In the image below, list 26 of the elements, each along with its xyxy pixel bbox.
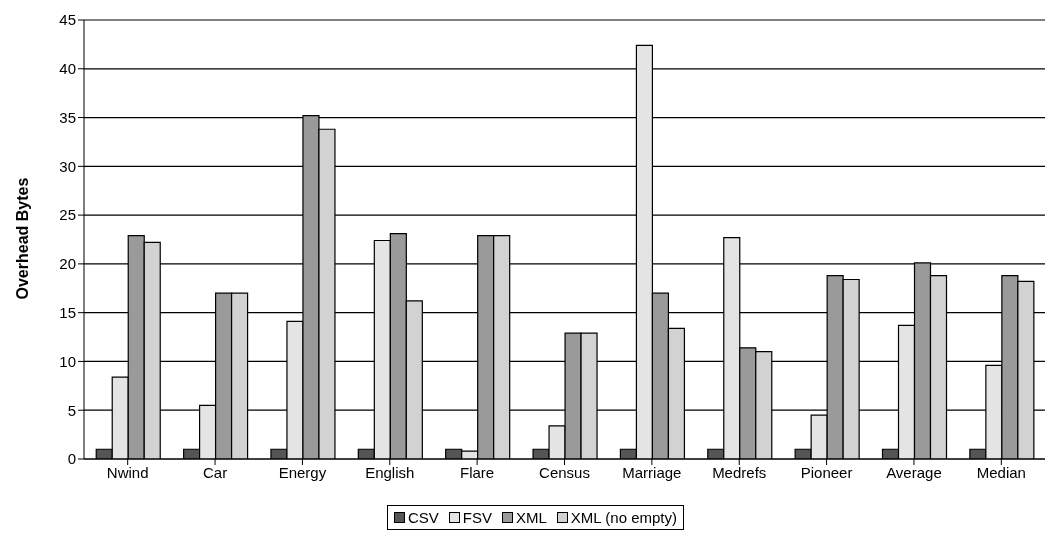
y-tick-label: 10 bbox=[59, 352, 76, 370]
y-axis-title: Overhead Bytes bbox=[13, 177, 31, 300]
x-tick-label: Energy bbox=[278, 463, 327, 481]
x-tick-label: Medrefs bbox=[712, 463, 767, 481]
x-tick-label: English bbox=[365, 463, 415, 481]
x-tick-label: Pioneer bbox=[800, 463, 853, 481]
y-tick-label: 0 bbox=[67, 450, 76, 468]
y-tick-label: 40 bbox=[59, 60, 76, 78]
legend-label: XML bbox=[516, 509, 547, 526]
y-tick-label: 15 bbox=[59, 303, 76, 321]
x-tick-label: Car bbox=[202, 463, 228, 481]
y-tick-label: 25 bbox=[59, 206, 76, 224]
legend-label: XML (no empty) bbox=[570, 509, 678, 526]
legend-label: FSV bbox=[462, 509, 493, 526]
y-tick-label: 30 bbox=[59, 157, 76, 175]
x-tick-label: Median bbox=[976, 463, 1026, 481]
y-tick-label: 45 bbox=[59, 11, 76, 29]
x-tick-label: Average bbox=[886, 463, 942, 481]
y-tick-label: 35 bbox=[59, 108, 76, 126]
legend-label: CSV bbox=[407, 509, 439, 526]
y-tick-label: 5 bbox=[67, 401, 76, 419]
x-tick-label: Flare bbox=[460, 463, 495, 481]
x-tick-label: Nwind bbox=[106, 463, 149, 481]
x-tick-label: Marriage bbox=[622, 463, 682, 481]
x-tick-label: Census bbox=[539, 463, 590, 481]
y-tick-label: 20 bbox=[59, 255, 76, 273]
